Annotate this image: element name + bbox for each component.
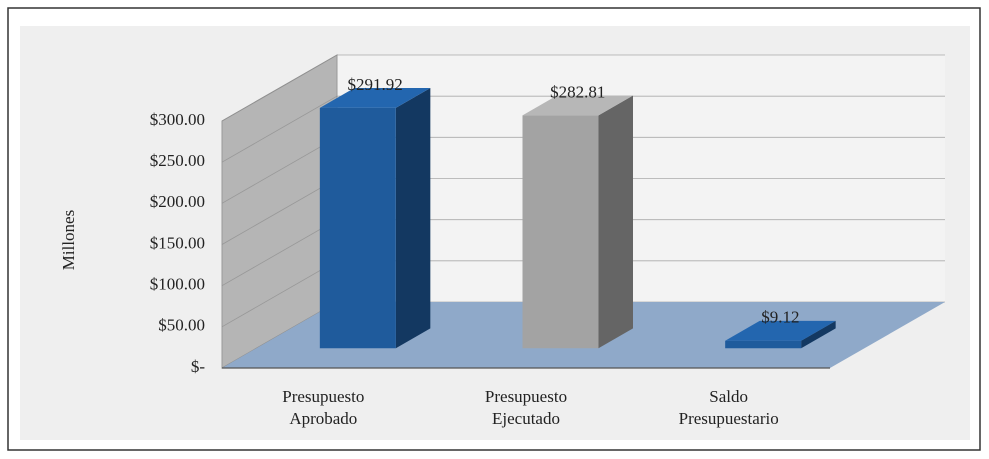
x-tick-label: Presupuestario bbox=[679, 409, 779, 428]
y-tick-label: $150.00 bbox=[150, 233, 205, 252]
bar-top bbox=[319, 88, 431, 108]
bar bbox=[319, 107, 396, 349]
y-tick-label: $50.00 bbox=[158, 316, 205, 335]
bar bbox=[725, 340, 802, 349]
y-tick-label: $- bbox=[191, 357, 206, 376]
value-label: $282.81 bbox=[550, 82, 605, 101]
x-tick-label: Saldo bbox=[709, 387, 748, 406]
x-tick-label: Presupuesto bbox=[282, 387, 364, 406]
bar-side bbox=[598, 95, 633, 349]
x-tick-label: Aprobado bbox=[289, 409, 357, 428]
y-axis-label: Millones bbox=[59, 210, 78, 270]
grid-line bbox=[221, 54, 945, 122]
y-tick-label: $250.00 bbox=[150, 151, 205, 170]
x-tick-label: Presupuesto bbox=[485, 387, 567, 406]
bar-top bbox=[725, 320, 836, 341]
value-label: $9.12 bbox=[761, 308, 799, 327]
y-tick-label: $100.00 bbox=[150, 275, 205, 294]
bar-side bbox=[801, 320, 836, 349]
bar bbox=[522, 115, 599, 349]
value-label: $291.92 bbox=[347, 75, 402, 94]
bar-top bbox=[522, 95, 633, 116]
bar-side bbox=[395, 88, 431, 349]
y-tick-label: $200.00 bbox=[150, 192, 205, 211]
x-tick-label: Ejecutado bbox=[492, 409, 560, 428]
y-tick-label: $300.00 bbox=[150, 110, 205, 129]
grid-line bbox=[221, 95, 945, 163]
